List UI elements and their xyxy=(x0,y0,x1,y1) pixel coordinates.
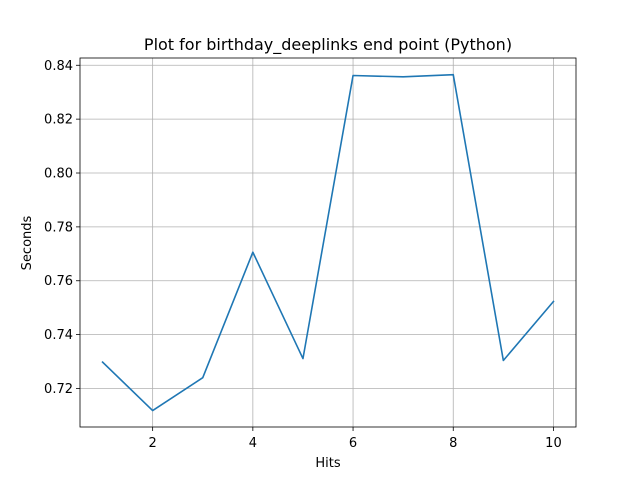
grid xyxy=(80,58,576,427)
x-tick-label: 8 xyxy=(449,436,457,451)
x-tick-label: 4 xyxy=(249,436,257,451)
x-tick-label: 2 xyxy=(149,436,157,451)
y-tick-label: 0.78 xyxy=(44,220,73,235)
chart-title: Plot for birthday_deeplinks end point (P… xyxy=(144,35,512,55)
x-tick-label: 10 xyxy=(545,436,562,451)
y-axis-label: Seconds xyxy=(20,215,35,270)
y-tick-label: 0.74 xyxy=(44,328,73,343)
y-tick-label: 0.84 xyxy=(44,59,73,74)
y-tick-label: 0.80 xyxy=(44,167,73,182)
series-line xyxy=(101,73,555,412)
y-tick-label: 0.82 xyxy=(44,113,73,128)
series-layer xyxy=(101,73,555,412)
x-axis: 2 4 6 8 10 xyxy=(149,427,562,451)
y-tick-label: 0.72 xyxy=(44,382,73,397)
plot-frame xyxy=(79,57,577,428)
x-tick-label: 6 xyxy=(349,436,357,451)
y-tick-label: 0.76 xyxy=(44,274,73,289)
y-axis: 0.72 0.74 0.76 0.78 0.80 0.82 0.84 xyxy=(44,59,80,397)
x-axis-label: Hits xyxy=(315,456,340,471)
